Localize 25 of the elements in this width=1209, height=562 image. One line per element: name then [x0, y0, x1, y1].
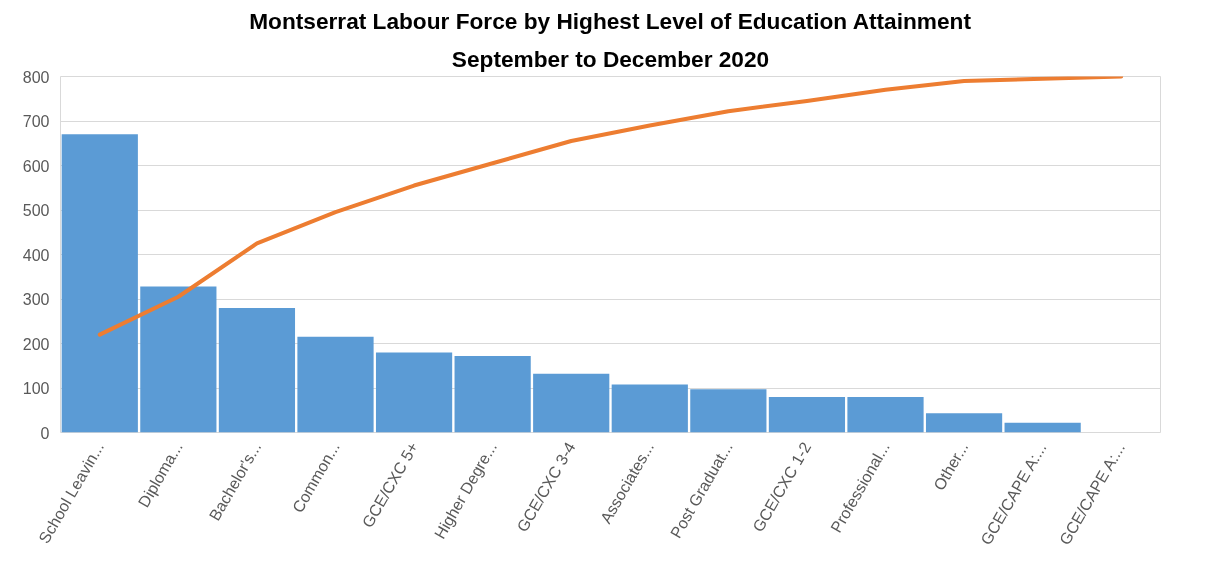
chart-subtitle: September to December 2020: [451, 45, 770, 72]
y-tick-label: 100: [22, 380, 50, 397]
bar: [847, 396, 924, 433]
bar: [768, 396, 846, 433]
bar: [690, 389, 767, 433]
bar: [297, 336, 374, 433]
bar: [375, 352, 453, 433]
y-tick-label: 400: [22, 246, 50, 264]
bar: [61, 134, 138, 433]
bar: [533, 373, 610, 433]
line-series: [97, 76, 1124, 337]
chart-title: Montserrat Labour Force by Highest Level of Education Attainment: [249, 7, 972, 34]
bar: [218, 307, 296, 433]
bar: [140, 286, 217, 433]
y-tick-label: 500: [22, 202, 50, 219]
y-tick-label: 300: [22, 291, 50, 308]
bar: [1004, 422, 1081, 433]
y-tick-label: 600: [22, 157, 50, 175]
bar: [925, 413, 1003, 433]
y-tick-label: 200: [22, 335, 50, 353]
y-tick-label: 800: [22, 68, 50, 86]
bar: [454, 355, 531, 433]
y-tick-label: 700: [22, 113, 50, 130]
bar: [611, 384, 688, 433]
y-tick-label: 0: [40, 424, 50, 442]
